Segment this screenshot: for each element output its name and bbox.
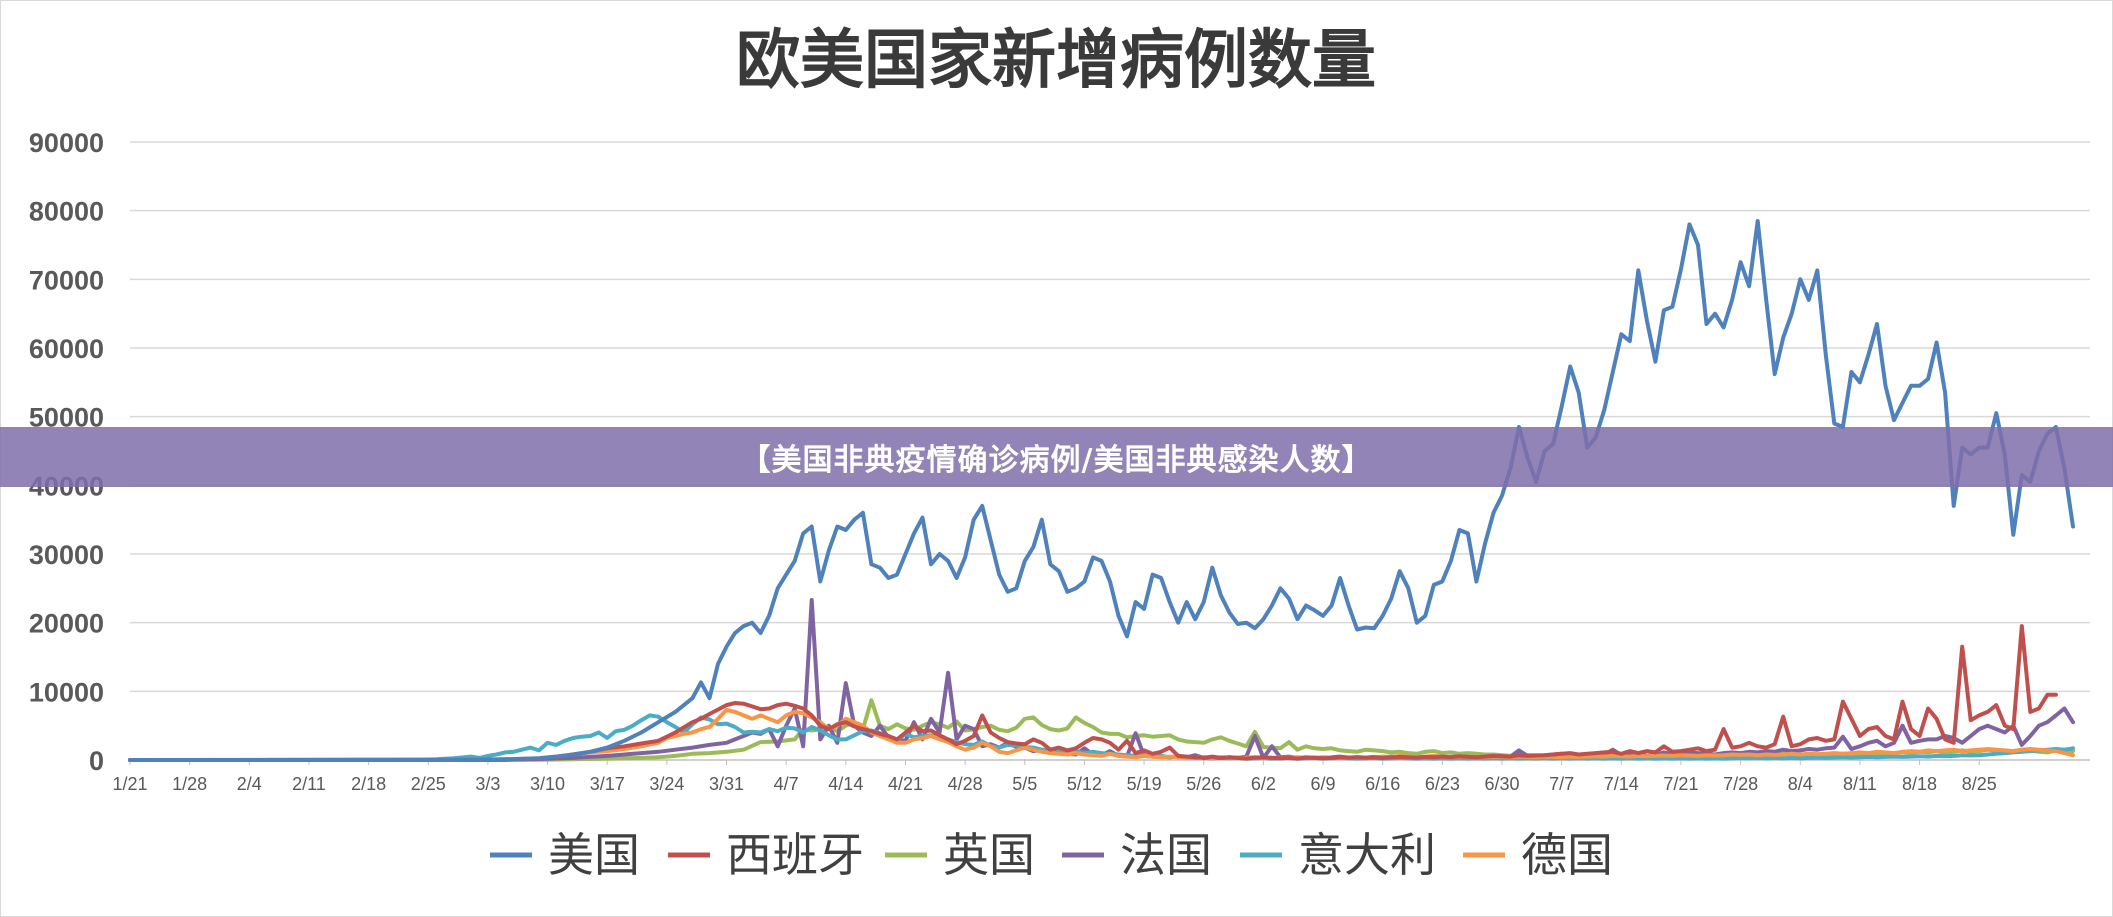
y-tick-label: 70000: [29, 265, 104, 295]
x-tick-label: 6/16: [1365, 774, 1400, 794]
gridlines: [130, 141, 2090, 761]
overlay-banner: 【美国非典疫情确诊病例/美国非典感染人数】: [0, 427, 2113, 487]
legend-label: 英国: [943, 828, 1035, 882]
x-tick-label: 3/24: [649, 774, 684, 794]
x-tick-label: 3/3: [475, 774, 500, 794]
y-tick-label: 60000: [29, 334, 104, 364]
x-tick-label: 5/5: [1012, 774, 1037, 794]
x-tick-label: 4/7: [774, 774, 799, 794]
y-tick-label: 90000: [29, 128, 104, 158]
legend-label: 法国: [1120, 828, 1212, 882]
x-tick-label: 3/31: [709, 774, 744, 794]
y-tick-label: 0: [89, 746, 104, 776]
legend-label: 意大利: [1298, 828, 1436, 882]
y-tick-label: 10000: [29, 677, 104, 707]
legend-label: 美国: [548, 828, 640, 882]
banner-text: 【美国非典疫情确诊病例/美国非典感染人数】: [740, 443, 1373, 478]
x-tick-label: 4/28: [948, 774, 983, 794]
x-tick-label: 2/18: [351, 774, 386, 794]
legend: 美国 西班牙 英国 法国 意大利 德国: [490, 828, 1613, 882]
x-tick-label: 8/4: [1788, 774, 1813, 794]
x-tick-label: 7/14: [1604, 774, 1639, 794]
series-line-0: [128, 219, 2075, 762]
x-tick-label: 6/9: [1311, 774, 1336, 794]
x-tick-label: 7/7: [1549, 774, 1574, 794]
legend-label: 西班牙: [726, 828, 864, 882]
x-tick-label: 6/30: [1484, 774, 1519, 794]
x-tick-label: 6/2: [1251, 774, 1276, 794]
x-tick-label: 2/11: [292, 774, 326, 794]
chart-title: 欧美国家新增病例数量: [736, 23, 1376, 98]
x-tick-label: 7/28: [1723, 774, 1758, 794]
x-tick-label: 2/25: [411, 774, 446, 794]
x-tick-label: 3/10: [530, 774, 565, 794]
x-tick-label: 1/21: [112, 774, 147, 794]
x-tick-label: 7/21: [1663, 774, 1698, 794]
x-tick-label: 1/28: [172, 774, 207, 794]
x-tick-label: 8/25: [1962, 774, 1997, 794]
x-tick-label: 2/4: [237, 774, 262, 794]
y-tick-label: 30000: [29, 540, 104, 570]
x-tick-label: 5/12: [1067, 774, 1102, 794]
x-tick-label: 8/11: [1843, 774, 1877, 794]
x-tick-label: 3/17: [590, 774, 625, 794]
x-tick-label: 4/14: [828, 774, 863, 794]
series-lines: [128, 219, 2075, 762]
legend-label: 德国: [1521, 828, 1613, 882]
x-axis-tick-labels: 1/21 1/28 2/4 2/11 2/18 2/25 3/3 3/10 3/17 3/24 3/…: [112, 760, 1997, 794]
x-tick-label: 5/26: [1186, 774, 1221, 794]
y-tick-label: 20000: [29, 609, 104, 639]
y-tick-label: 80000: [29, 197, 104, 227]
x-tick-label: 8/18: [1902, 774, 1937, 794]
series-line-1: [128, 624, 2058, 762]
x-tick-label: 6/23: [1425, 774, 1460, 794]
x-tick-label: 5/19: [1127, 774, 1162, 794]
x-tick-label: 4/21: [888, 774, 923, 794]
